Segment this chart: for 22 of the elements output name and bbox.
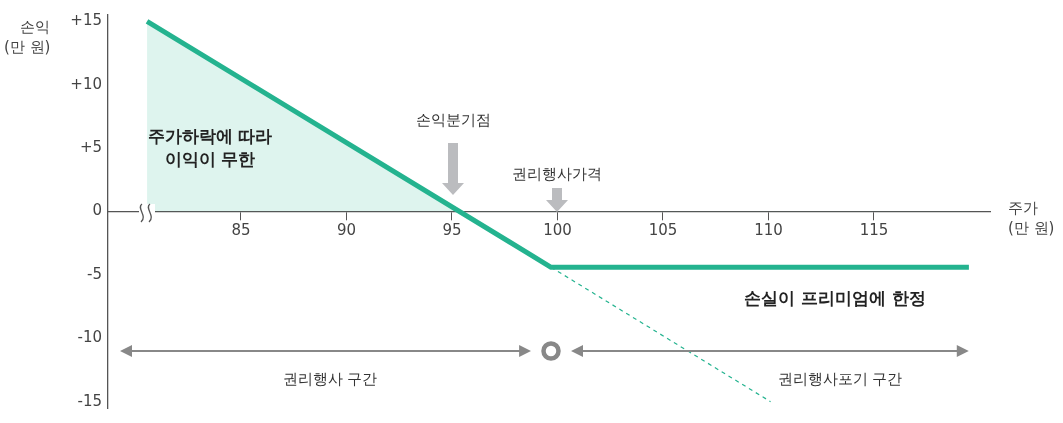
annotation: 주가하락에 따라 이익이 무한: [147, 125, 273, 171]
y-tick-label: -5: [87, 264, 102, 283]
y-tick-label: +5: [79, 138, 102, 156]
x-tick-label: 90: [336, 221, 356, 240]
annotation: 손실이 프리미엄에 한정: [744, 286, 926, 310]
y-axis-title: 손익 (만 원): [4, 17, 51, 58]
x-tick-label: 105: [648, 221, 678, 240]
y-tick-label: -15: [77, 391, 102, 410]
annotation: 권리행사포기 구간: [777, 369, 903, 390]
x-tick-label: 100: [543, 221, 572, 240]
annotation: 권리행사 구간: [282, 369, 378, 390]
x-tick-label: 95: [442, 221, 462, 240]
annotation: 권리행사가격: [512, 163, 603, 184]
y-tick-label: +15: [70, 11, 102, 30]
y-tick-label: 0: [92, 201, 102, 220]
y-tick-label: +10: [70, 74, 102, 93]
x-axis-title: 주가 (만 원): [1008, 197, 1055, 238]
x-tick-label: 115: [859, 221, 889, 240]
x-tick-label: 110: [754, 221, 783, 240]
x-tick-label: 85: [231, 221, 251, 240]
y-tick-label: -10: [77, 328, 102, 347]
annotation: 손익분기점: [415, 110, 491, 131]
